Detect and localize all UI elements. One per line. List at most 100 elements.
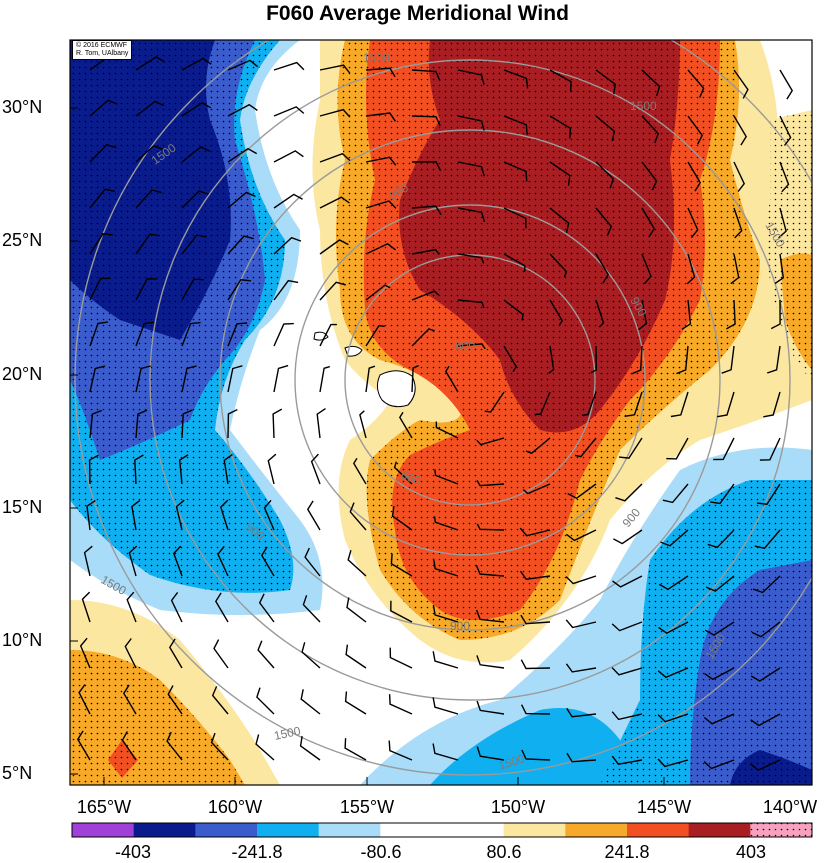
wind-barb bbox=[89, 144, 117, 163]
wind-barb bbox=[432, 651, 459, 669]
credit-line: R. Tom, UAlbany bbox=[76, 50, 129, 57]
wind-barb bbox=[615, 483, 643, 502]
wind-barb bbox=[754, 529, 781, 550]
wind-barb bbox=[618, 437, 643, 459]
wind-barb bbox=[687, 115, 704, 145]
wind-barb bbox=[273, 61, 305, 71]
colorbar-label: 80.6 bbox=[486, 842, 522, 862]
wind-barb bbox=[770, 299, 781, 330]
map-frame bbox=[69, 39, 813, 786]
contour-label: 600 bbox=[399, 468, 423, 488]
wind-barb bbox=[549, 253, 568, 278]
wind-barb bbox=[774, 253, 785, 285]
longitude-label: 155°W bbox=[339, 797, 395, 817]
wind-barb bbox=[398, 411, 413, 439]
wind-barb bbox=[595, 299, 605, 328]
wind-barb bbox=[519, 527, 551, 537]
colorbar-frame bbox=[71, 822, 813, 838]
contour-label: 900 bbox=[450, 619, 470, 633]
wind-barb bbox=[778, 207, 787, 239]
wind-barb bbox=[411, 205, 442, 216]
wind-barb bbox=[393, 461, 413, 485]
wind-barb bbox=[749, 759, 781, 771]
colorbar-label: -241.8 bbox=[231, 842, 283, 862]
wind-barb bbox=[476, 746, 505, 761]
wind-barb bbox=[135, 100, 165, 117]
wind-barb bbox=[263, 499, 275, 531]
wind-barb bbox=[389, 647, 413, 669]
wind-barb bbox=[457, 69, 485, 85]
wind-barb bbox=[733, 115, 748, 146]
wind-barb bbox=[319, 64, 351, 74]
wind-barb bbox=[135, 233, 160, 255]
wind-barb bbox=[217, 545, 229, 577]
wind-barb bbox=[411, 328, 435, 347]
wind-barb bbox=[273, 193, 303, 209]
wind-barb bbox=[704, 667, 735, 681]
wind-barb bbox=[260, 546, 275, 577]
wind-barb bbox=[319, 323, 337, 347]
wind-barb bbox=[503, 115, 528, 135]
wind-barb bbox=[432, 558, 459, 577]
wind-barb bbox=[641, 161, 658, 191]
credit-box: © 2016 ECMWF R. Tom, UAlbany bbox=[72, 40, 133, 60]
wind-barb bbox=[391, 506, 413, 531]
colorbar-label: -403 bbox=[114, 842, 152, 862]
wind-barb bbox=[167, 685, 183, 715]
latitude-label: 10°N bbox=[2, 630, 43, 650]
wind-barb bbox=[319, 108, 351, 118]
wind-barb bbox=[733, 161, 746, 193]
wind-barb bbox=[657, 667, 689, 679]
wind-barb bbox=[565, 663, 597, 673]
wind-barb bbox=[227, 322, 248, 347]
wind-barb bbox=[365, 365, 376, 393]
wind-barb bbox=[135, 365, 151, 393]
wind-barb bbox=[457, 299, 485, 309]
wind-barb bbox=[631, 345, 643, 375]
wind-barb bbox=[549, 69, 572, 92]
wind-barb bbox=[581, 391, 597, 416]
wind-barb bbox=[181, 102, 212, 117]
wind-barb bbox=[503, 69, 529, 89]
wind-barb bbox=[432, 604, 459, 623]
wind-barb bbox=[457, 207, 486, 223]
wind-barb bbox=[83, 545, 93, 577]
wind-barb bbox=[135, 409, 148, 439]
wind-barb bbox=[433, 516, 459, 531]
wind-barb bbox=[676, 345, 689, 375]
wind-barb bbox=[595, 253, 610, 284]
wind-barb bbox=[686, 253, 696, 285]
wind-barb bbox=[300, 689, 321, 715]
wind-barb bbox=[660, 529, 689, 547]
latitude-label: 30°N bbox=[2, 97, 43, 117]
colorbar-label: 241.8 bbox=[604, 842, 650, 862]
wind-barb bbox=[121, 731, 137, 761]
wind-barb bbox=[319, 196, 350, 209]
wind-barb bbox=[611, 621, 643, 632]
wind-barb bbox=[730, 253, 740, 285]
contour-label: 1500 bbox=[630, 99, 657, 113]
wind-barb bbox=[641, 207, 656, 238]
wind-barb bbox=[227, 147, 258, 163]
wind-barb bbox=[457, 115, 485, 131]
wind-barb bbox=[81, 591, 91, 623]
colorbar-swatch bbox=[627, 823, 690, 837]
wind-barb bbox=[566, 752, 597, 763]
wind-barb bbox=[595, 115, 616, 142]
longitude-label: 140°W bbox=[762, 797, 818, 817]
page-title: F060 Average Meridional Wind bbox=[266, 2, 569, 25]
wind-barb bbox=[521, 749, 551, 761]
wind-barb bbox=[170, 591, 183, 623]
wind-barb bbox=[779, 69, 794, 100]
wind-barb bbox=[574, 437, 597, 458]
colorbar-swatch bbox=[72, 823, 135, 837]
wind-barb bbox=[213, 639, 229, 669]
wind-barb bbox=[272, 408, 283, 439]
wind-barb bbox=[411, 161, 442, 171]
wind-barb bbox=[705, 575, 735, 592]
wind-barb bbox=[641, 115, 660, 144]
latitude-label: 15°N bbox=[2, 497, 43, 517]
wind-barb bbox=[89, 99, 118, 117]
wind-barb bbox=[435, 421, 459, 439]
wind-barb bbox=[365, 242, 397, 255]
